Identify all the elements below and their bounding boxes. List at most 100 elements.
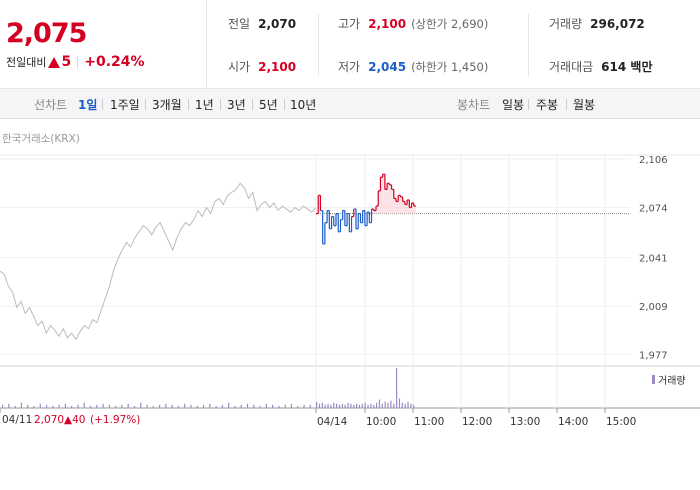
- volume-bar: [353, 404, 355, 408]
- change-row: 전일대비 5 +0.24%: [6, 54, 145, 70]
- tab-1day[interactable]: 1일: [78, 98, 98, 112]
- volume-bar: [344, 404, 346, 408]
- up-area-fill: [409, 207, 412, 214]
- volume-legend-label: 거래량: [658, 376, 686, 387]
- x-axis-labels: 04/14 10:00 11:00 12:00 13:00 14:00 15:00: [317, 416, 636, 428]
- volume-bar: [77, 404, 79, 408]
- divider: [528, 14, 529, 76]
- volume-bar: [27, 404, 29, 408]
- stat-label: 시가: [228, 60, 251, 74]
- up-area-fill: [411, 202, 414, 214]
- upper-limit: (상한가 2,690): [411, 16, 489, 31]
- tab-10year[interactable]: 10년: [290, 98, 317, 112]
- divider: [528, 99, 529, 110]
- volume-bar: [381, 403, 383, 408]
- tab-weekly-candle[interactable]: 주봉: [536, 98, 559, 112]
- stat-value: 2,070: [258, 16, 297, 31]
- current-price: 2,075: [6, 18, 87, 49]
- stat-label: 저가: [338, 60, 361, 74]
- prev-date: 04/11: [2, 414, 33, 426]
- tab-1year[interactable]: 1년: [195, 98, 214, 112]
- volume-bar: [303, 404, 305, 408]
- volume-bar: [367, 404, 369, 408]
- volume-bar: [259, 405, 261, 408]
- volume-bar: [387, 402, 389, 408]
- volume-bar: [152, 405, 154, 408]
- y-tick-label: 2,041: [639, 254, 668, 265]
- up-area-fill: [382, 174, 385, 214]
- volume-legend: 거래량: [652, 372, 686, 387]
- volume-bar: [58, 404, 60, 408]
- divider: [284, 99, 285, 110]
- divider: [318, 14, 319, 76]
- up-area-fill: [376, 206, 379, 214]
- volume-bar: [278, 405, 280, 408]
- volume-bar: [196, 405, 198, 408]
- prev-day-line: [0, 182, 317, 341]
- volume-bar: [290, 403, 293, 408]
- stat-value: 296,072: [590, 16, 645, 31]
- price-lines: [0, 173, 416, 341]
- up-area-fill: [402, 201, 405, 214]
- volume-bar: [324, 404, 326, 408]
- tab-monthly-candle[interactable]: 월봉: [573, 98, 596, 112]
- volume-bar: [221, 404, 223, 408]
- volume-bar: [297, 405, 299, 408]
- volume-bar: [190, 404, 192, 408]
- volume-bar: [102, 403, 104, 408]
- tab-daily-candle[interactable]: 일봉: [502, 98, 525, 112]
- volume-bar: [177, 405, 180, 408]
- tab-1week[interactable]: 1주일: [110, 98, 140, 112]
- volume-bar: [8, 403, 10, 408]
- chart-grid: [0, 154, 700, 413]
- volume-bar: [356, 403, 358, 408]
- stock-summary: 2,075 전일대비 5 +0.24% 전일 2,070 시가 2,100 고가…: [0, 0, 700, 89]
- volume-bar: [228, 402, 230, 408]
- stat-value: 2,045: [368, 59, 407, 74]
- divider: [188, 99, 189, 110]
- volume-bar: [89, 405, 92, 408]
- volume-bar: [45, 404, 48, 408]
- divider: [77, 55, 79, 69]
- volume-bar: [253, 404, 255, 408]
- chart-tab-bar: 선차트 1일 1주일 3개월 1년 3년 5년 10년 봉차트 일봉 주봉 월봉: [0, 89, 700, 119]
- volume-bar: [378, 399, 381, 408]
- tab-3year[interactable]: 3년: [227, 98, 246, 112]
- lower-limit: (하한가 1,450): [411, 59, 489, 74]
- stat-value: 2,100: [258, 59, 297, 74]
- stat-open: 시가 2,100: [228, 58, 296, 75]
- tab-3month[interactable]: 3개월: [152, 98, 182, 112]
- volume-bar: [333, 402, 335, 408]
- stat-value: 614 백만: [601, 60, 653, 74]
- price-chart: 2,106 2,074 2,041 2,009 1,977 04/14 10:00 11:0…: [0, 154, 700, 428]
- x-tick-label: 11:00: [414, 416, 444, 428]
- volume-bar: [202, 404, 205, 408]
- tab-5year[interactable]: 5년: [259, 98, 278, 112]
- up-area: [318, 174, 416, 214]
- volume-bar: [165, 403, 167, 408]
- line-chart-label: 선차트: [34, 98, 68, 112]
- volume-bar: [398, 398, 401, 408]
- volume-bar: [316, 401, 318, 408]
- volume-bar: [240, 404, 242, 408]
- volume-bar: [347, 402, 349, 408]
- prev-close-value: 2,070: [34, 414, 65, 426]
- volume-bar: [393, 403, 395, 408]
- up-area-fill: [318, 195, 321, 214]
- y-axis-labels: 2,106 2,074 2,041 2,009 1,977: [639, 155, 668, 361]
- volume-swatch: [652, 375, 655, 384]
- volume-bar: [52, 405, 54, 408]
- up-area-fill: [371, 209, 374, 214]
- volume-bar: [336, 403, 338, 408]
- up-triangle-icon: ▲: [64, 414, 73, 426]
- volume-bar: [370, 403, 372, 408]
- volume-bar: [265, 403, 267, 408]
- volume-bar: [234, 405, 236, 408]
- volume-bar: [64, 403, 66, 408]
- prev-change: ▲40: [64, 414, 85, 426]
- y-tick-label: 2,106: [639, 155, 668, 166]
- x-tick-label: 15:00: [606, 416, 636, 428]
- change-rate: +0.24%: [84, 54, 145, 70]
- volume-bar: [14, 405, 16, 408]
- volume-bar: [171, 404, 173, 408]
